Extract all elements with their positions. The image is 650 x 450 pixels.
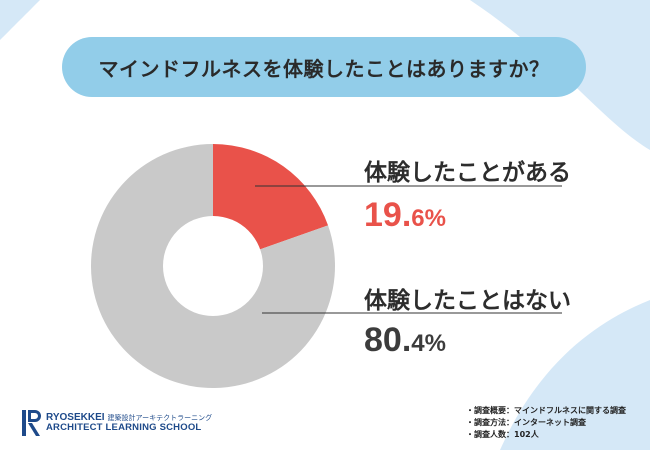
value-label-decimal: 6% xyxy=(411,205,446,232)
logo-school: ARCHITECT LEARNING SCHOOL xyxy=(46,422,202,434)
survey-notes: ・調査概要：マインドフルネスに関する調査 ・調査方法：インターネット調査 ・調査… xyxy=(466,405,626,441)
top-right-blob xyxy=(470,0,650,150)
logo-sub: 建築設計アーキテクトラーニング xyxy=(107,415,213,423)
title-banner: マインドフルネスを体験したことはありますか？ xyxy=(62,37,586,97)
top-left-blob xyxy=(0,0,40,40)
value-label-main: 80. xyxy=(364,321,412,359)
label-experienced: 体験したことがある xyxy=(364,160,571,186)
value-label-not-experienced: 80.4% xyxy=(364,323,446,357)
donut-hole xyxy=(163,216,263,316)
logo-brand: RYOSEKKEI xyxy=(46,412,105,424)
company-logo: RYOSEKKEI 建築設計アーキテクトラーニング ARCHITECT LEARN… xyxy=(22,410,212,436)
note-line: ・調査人数：102人 xyxy=(466,430,539,439)
chart-title: マインドフルネスを体験したことはありますか？ xyxy=(98,56,550,81)
logo-mark-icon xyxy=(22,410,41,436)
note-line: ・調査概要：マインドフルネスに関する調査 xyxy=(466,406,626,415)
label-not-experienced: 体験したことはない xyxy=(364,288,571,314)
value-label-decimal: 4% xyxy=(411,330,446,357)
value-label-experienced: 19.6% xyxy=(364,198,446,232)
note-line: ・調査方法：インターネット調査 xyxy=(466,418,586,427)
bottom-right-blob xyxy=(500,300,650,450)
value-label-main: 19. xyxy=(364,196,412,234)
